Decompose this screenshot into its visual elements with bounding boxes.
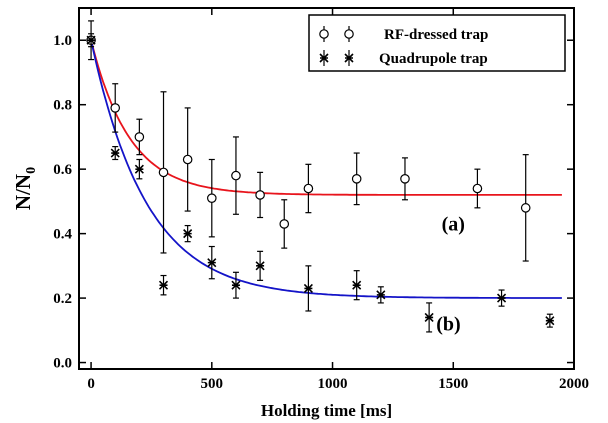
data-point-asterisk <box>110 148 120 158</box>
series-quadrupole <box>86 33 555 333</box>
x-tick-label: 0 <box>87 376 95 392</box>
data-point-asterisk <box>231 280 241 290</box>
annotation-a: (a) <box>442 213 465 235</box>
data-point-circle <box>279 219 290 229</box>
data-point-asterisk <box>134 164 144 174</box>
data-point-circle <box>207 193 217 203</box>
x-axis-label: Holding time [ms] <box>261 401 392 420</box>
data-point-asterisk <box>352 280 362 290</box>
x-tick-label: 2000 <box>559 376 589 392</box>
legend-marker-asterisk <box>319 53 329 63</box>
annotation-b: (b) <box>436 313 460 335</box>
data-point-asterisk <box>545 316 555 326</box>
legend-marker-circle <box>344 29 354 39</box>
y-tick-label: 0.6 <box>53 162 72 178</box>
data-point-circle <box>400 174 410 184</box>
legend-label-quadrupole: Quadrupole trap <box>379 51 488 67</box>
data-points <box>86 20 555 333</box>
data-point-circle <box>351 174 362 184</box>
y-axis-label: N/N0 <box>11 167 39 210</box>
plot-frame <box>78 7 575 370</box>
data-point-circle <box>472 183 483 194</box>
data-point-circle <box>303 183 314 194</box>
data-point-circle <box>110 103 121 113</box>
annotations: (a) (b) <box>436 213 465 335</box>
data-point-asterisk <box>207 258 217 268</box>
data-point-asterisk <box>376 290 386 300</box>
fit-curves <box>90 39 562 299</box>
axis-ticks: 0 500 1000 1500 2000 0.0 0.2 0.4 0.6 0.8 1.0 <box>53 8 589 392</box>
data-point-asterisk <box>86 35 96 45</box>
data-point-circle <box>158 167 169 178</box>
data-point-asterisk <box>255 261 265 271</box>
data-point-asterisk <box>424 312 434 322</box>
data-point-circle <box>520 203 531 213</box>
data-point-circle <box>182 154 193 165</box>
data-point-asterisk <box>496 293 507 303</box>
fit-curve-0 <box>90 39 562 196</box>
legend-label-rf-dressed: RF-dressed trap <box>384 27 488 43</box>
y-tick-label: 0.2 <box>53 291 72 307</box>
data-point-circle <box>231 170 241 181</box>
y-tick-label: 1.0 <box>53 33 72 49</box>
y-tick-label: 0.8 <box>53 98 72 114</box>
legend-marker-circle <box>319 29 329 39</box>
y-axis-label-subscript: 0 <box>24 167 39 174</box>
legend: RF-dressed trap Quadrupole trap <box>308 14 566 72</box>
y-tick-label: 0.0 <box>53 356 72 372</box>
data-point-asterisk <box>183 229 193 239</box>
x-tick-label: 1000 <box>318 376 348 392</box>
legend-marker-asterisk <box>344 53 354 63</box>
data-point-asterisk <box>303 283 313 293</box>
data-point-circle <box>255 190 265 200</box>
data-point-circle <box>134 132 145 142</box>
y-axis-label-main: N/N <box>11 174 35 210</box>
y-tick-label: 0.4 <box>53 227 72 243</box>
x-tick-label: 1500 <box>438 376 468 392</box>
fit-curve-1 <box>90 40 562 299</box>
x-tick-label: 500 <box>201 376 224 392</box>
data-point-asterisk <box>158 280 169 290</box>
